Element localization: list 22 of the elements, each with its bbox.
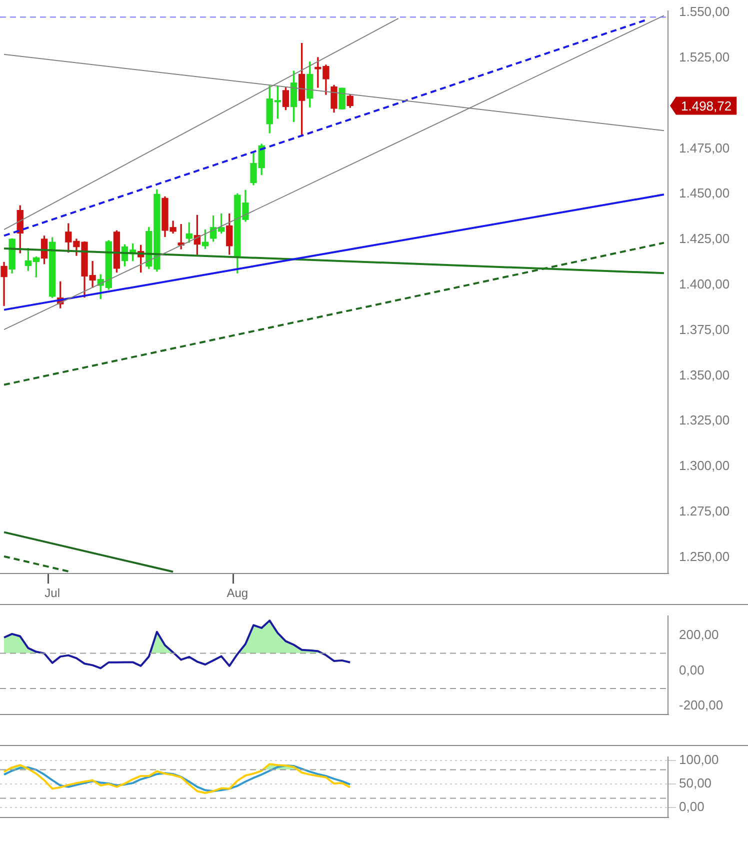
- y-tick-label: 1.400,00: [679, 276, 730, 292]
- y-tick-label: 50,00: [679, 776, 712, 791]
- y-tick-label: 1.300,00: [679, 458, 730, 474]
- x-tick-label: Aug: [226, 586, 248, 600]
- y-tick-label: 100,00: [679, 752, 719, 767]
- y-tick-label: 1.350,00: [679, 367, 730, 382]
- y-tick-label: 1.375,00: [679, 322, 730, 337]
- x-tick-label: Jul: [44, 586, 60, 600]
- y-tick-label: 1.525,00: [679, 50, 730, 65]
- y-tick-label: 1.250,00: [679, 548, 730, 564]
- y-tick-label: 1.550,00: [679, 4, 730, 20]
- y-tick-label: 1.275,00: [679, 503, 730, 518]
- y-tick-label: 0,00: [679, 799, 704, 814]
- text: 1.498,72: [681, 98, 732, 114]
- y-tick-label: 0,00: [679, 662, 704, 678]
- y-tick-label: 1.325,00: [679, 412, 730, 428]
- y-tick-label: 1.425,00: [679, 231, 730, 246]
- y-tick-label: -200,00: [679, 698, 724, 713]
- candlestick: [0, 262, 8, 306]
- y-tick-label: 1.450,00: [679, 186, 730, 201]
- y-tick-label: 1.475,00: [679, 140, 730, 156]
- y-tick-label: 200,00: [679, 627, 719, 642]
